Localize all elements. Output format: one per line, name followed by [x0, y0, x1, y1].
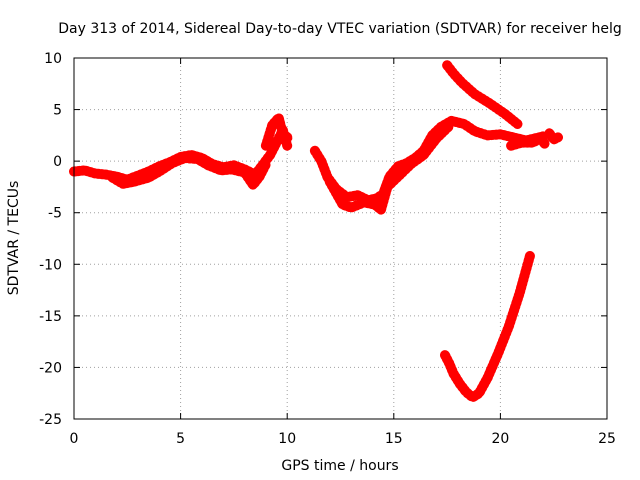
series-trace-descending-marks [442, 60, 523, 129]
x-tick-label: 25 [598, 431, 616, 447]
series-trace-tail-marks [506, 133, 551, 151]
x-tick-label: 20 [491, 431, 509, 447]
y-tick-label: 0 [53, 154, 62, 170]
x-tick-label: 0 [70, 431, 79, 447]
y-tick-label: 10 [44, 51, 62, 67]
y-tick-label: 5 [53, 103, 62, 119]
axis-ticks: 0 5 10 15 20 25 10 5 0 -5 -10 -15 -20 -25 [39, 51, 616, 447]
grid [74, 58, 607, 419]
series-trace-v-marks [440, 250, 536, 403]
series-trace-spike-marks [260, 112, 295, 151]
y-tick-label: -15 [39, 309, 62, 325]
series-trace-dip-marks [309, 115, 548, 206]
data-series [69, 60, 563, 403]
y-tick-label: -20 [39, 360, 62, 376]
plot-frame [73, 57, 608, 420]
series-trace-lower-band-marks [107, 153, 271, 190]
y-tick-label: -25 [39, 412, 62, 428]
x-tick-label: 15 [385, 431, 403, 447]
series-trace-dip-lower-marks [324, 121, 455, 215]
x-tick-label: 5 [176, 431, 185, 447]
y-tick-label: -5 [48, 206, 62, 222]
x-axis-title: GPS time / hours [281, 458, 398, 474]
x-tick-label: 10 [278, 431, 296, 447]
y-axis-title: SDTVAR / TECUs [6, 181, 22, 296]
chart-title: Day 313 of 2014, Sidereal Day-to-day VTE… [58, 21, 621, 37]
y-tick-label: -10 [39, 257, 62, 273]
series-trace-end-marks [544, 128, 563, 145]
